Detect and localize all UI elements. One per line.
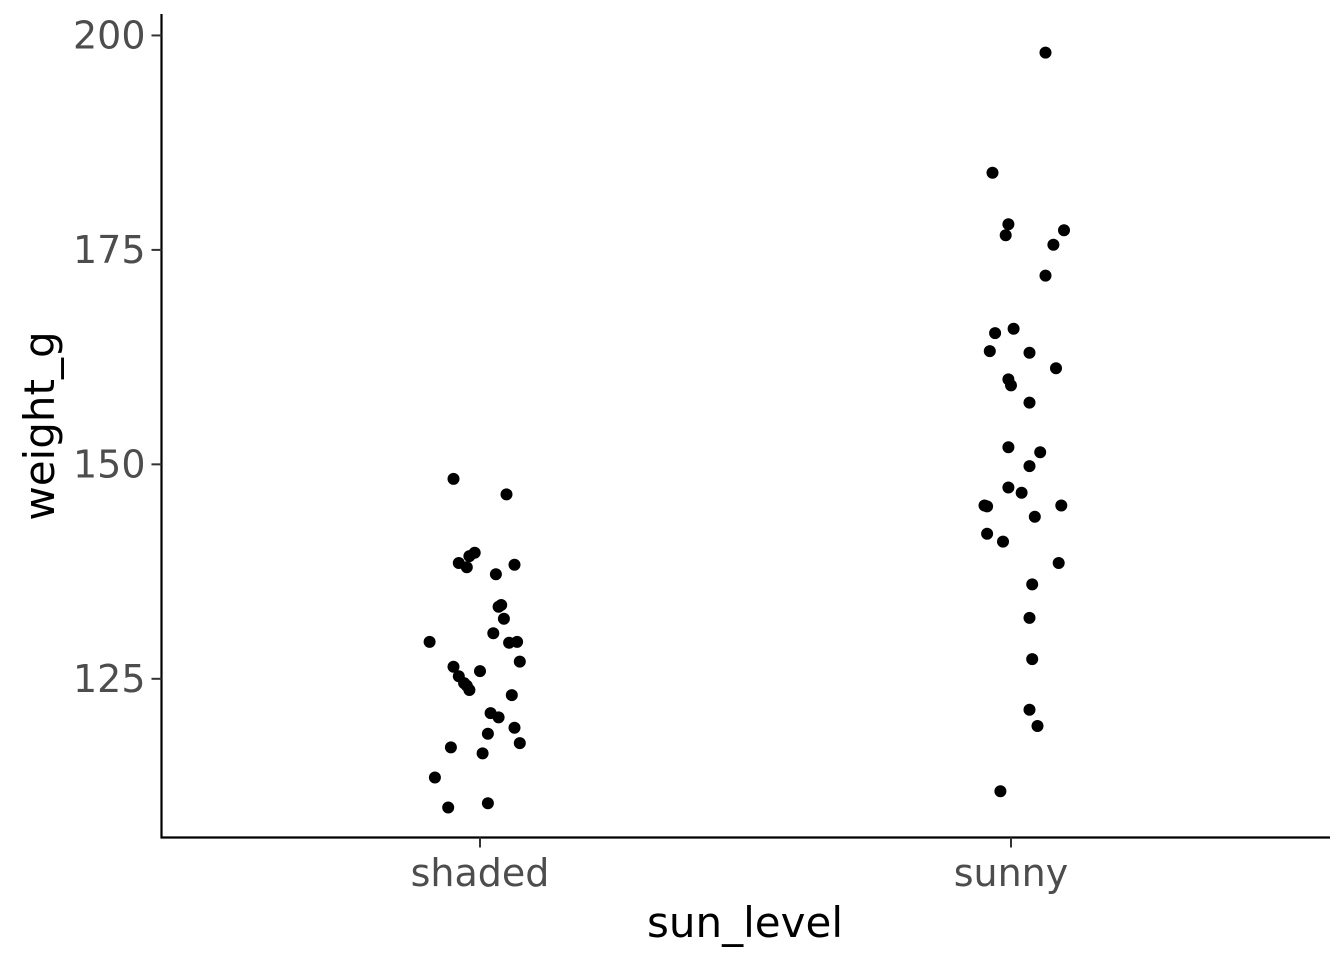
data-point-shaded	[500, 488, 513, 501]
y-axis-title: weight_g	[15, 331, 64, 520]
data-point-shaded	[444, 741, 457, 754]
x-tick-label-sunny: sunny	[954, 851, 1069, 895]
data-point-sunny	[1031, 720, 1044, 732]
data-point-shaded	[481, 797, 494, 810]
data-point-shaded	[474, 665, 486, 678]
data-point-shaded	[447, 472, 460, 485]
data-point-sunny	[1026, 653, 1039, 666]
data-point-sunny	[1002, 441, 1015, 454]
data-point-sunny	[1034, 446, 1047, 459]
data-point-sunny	[1028, 510, 1041, 523]
data-point-shaded	[481, 727, 494, 740]
data-point-sunny	[1052, 557, 1065, 569]
y-tick-label: 150	[73, 442, 146, 486]
data-point-sunny	[1002, 218, 1015, 231]
data-point-shaded	[505, 689, 518, 702]
data-point-sunny	[989, 327, 1002, 340]
data-point-shaded	[442, 801, 455, 814]
data-point-shaded	[492, 600, 505, 613]
data-point-sunny	[983, 345, 996, 358]
data-point-sunny	[1023, 460, 1036, 473]
data-point-shaded	[463, 684, 476, 696]
x-axis-title: sun_level	[647, 898, 843, 947]
data-point-shaded	[476, 747, 489, 760]
data-point-shaded	[428, 771, 441, 784]
data-point-sunny	[1055, 499, 1068, 512]
data-point-sunny	[1007, 322, 1020, 335]
y-tick-label: 200	[73, 13, 146, 57]
data-point-shaded	[489, 568, 502, 581]
data-point-sunny	[1026, 578, 1039, 591]
data-points	[423, 46, 1070, 814]
data-point-sunny	[981, 500, 994, 513]
data-point-sunny	[1058, 224, 1070, 237]
data-point-shaded	[497, 612, 510, 625]
x-axis-ticks: shaded sunny	[411, 837, 1069, 895]
data-point-shaded	[508, 558, 521, 571]
data-point-sunny	[994, 785, 1007, 798]
data-point-shaded	[503, 636, 516, 649]
data-point-shaded	[492, 711, 505, 724]
data-point-sunny	[986, 166, 999, 179]
data-point-shaded	[508, 721, 521, 734]
data-point-shaded	[513, 655, 526, 668]
data-point-shaded	[447, 660, 460, 673]
data-point-sunny	[1023, 703, 1036, 716]
data-point-sunny	[1002, 481, 1015, 494]
data-point-shaded	[460, 561, 473, 574]
data-point-sunny	[999, 229, 1012, 242]
data-point-shaded	[487, 627, 500, 640]
data-point-sunny	[1005, 379, 1017, 392]
data-point-sunny	[1015, 486, 1028, 499]
data-point-sunny	[1023, 611, 1036, 624]
data-point-shaded	[463, 550, 476, 563]
data-point-sunny	[1039, 269, 1052, 282]
y-axis-ticks: 125 150 175 200	[73, 13, 162, 701]
data-point-sunny	[1050, 362, 1062, 375]
data-point-sunny	[1039, 46, 1052, 59]
data-point-sunny	[1023, 396, 1036, 409]
data-point-sunny	[981, 527, 994, 540]
data-point-shaded	[513, 737, 526, 750]
data-point-sunny	[1047, 238, 1060, 251]
y-tick-label: 125	[73, 657, 146, 701]
data-point-shaded	[423, 635, 436, 648]
data-point-sunny	[1023, 346, 1036, 359]
x-tick-label-shaded: shaded	[411, 851, 550, 895]
y-tick-label: 175	[73, 228, 146, 272]
data-point-sunny	[997, 535, 1009, 548]
